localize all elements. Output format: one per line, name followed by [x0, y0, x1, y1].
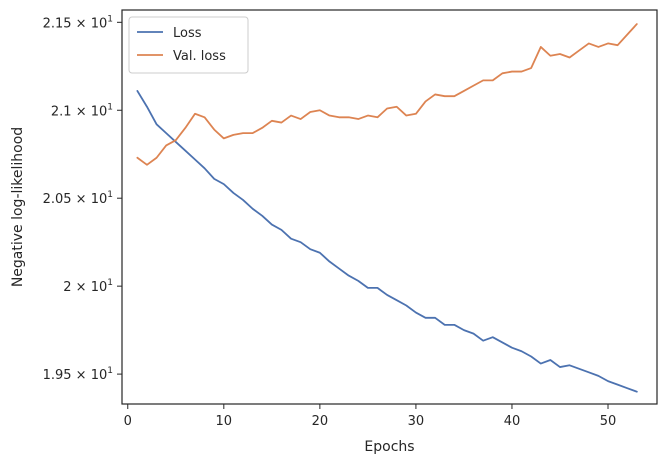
y-axis-ticks: 1.95 × 101 2 × 101 2.05 × 101 2.1 × 101 2.15…: [43, 14, 122, 383]
x-tick-label: 20: [312, 414, 329, 429]
legend: Loss Val. loss: [128, 16, 249, 74]
x-tick-label: 10: [216, 414, 233, 429]
x-tick-label: 30: [408, 414, 425, 429]
legend-box: [128, 16, 249, 74]
y-tick-label: 2.15 × 101: [43, 14, 113, 31]
x-tick-label: 40: [504, 414, 521, 429]
series-layer: [136, 23, 638, 393]
y-tick-label: 2.05 × 101: [43, 190, 113, 207]
plot-frame: [121, 9, 658, 405]
x-axis-ticks: 0 10 20 30 40 50: [124, 404, 617, 429]
y-tick-label: 1.95 × 101: [43, 366, 113, 383]
legend-label-loss: Loss: [173, 26, 202, 41]
series-line-val-loss: [136, 23, 638, 166]
x-tick-label: 50: [600, 414, 617, 429]
x-axis-label: Epochs: [364, 439, 414, 455]
y-axis-label: Negative log-likelihood: [10, 127, 26, 287]
y-tick-label: 2 × 101: [63, 278, 113, 295]
y-tick-label: 2.1 × 101: [51, 102, 113, 119]
legend-label-val-loss: Val. loss: [173, 49, 226, 64]
series-line-loss: [136, 90, 638, 393]
x-tick-label: 0: [124, 414, 132, 429]
